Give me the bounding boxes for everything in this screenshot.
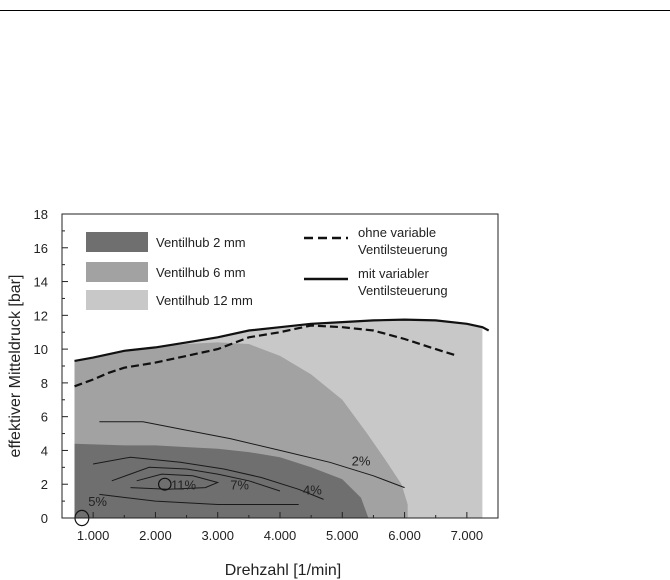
legend-line-label-0-b: Ventilsteuerung (358, 242, 448, 257)
contour-line-4 (99, 493, 299, 505)
contour-line-1 (93, 456, 324, 500)
legend-line-label-1-a: mit variabler (358, 266, 429, 281)
marker-ellipse-0 (158, 477, 172, 491)
axes: 1.000 2.000 3.000 4.000 5.000 6.000 7.000 0 2 4 6 8… (34, 207, 484, 543)
x-tick-label-2: 3.000 (201, 528, 234, 543)
contour-label-1: 4% (303, 482, 322, 497)
x-tick-label-4: 5.000 (326, 528, 359, 543)
x-tick-label-6: 7.000 (451, 528, 484, 543)
contour-label-3: 11% (171, 477, 196, 492)
y-axis-title: effektiver Mitteldruck [bar] (7, 275, 24, 458)
legend: Ventilhub 2 mm Ventilhub 6 mm Ventilhub 12… (86, 225, 448, 310)
contour-label-4: 5% (88, 494, 107, 509)
y-tick-label-4: 8 (41, 376, 48, 391)
legend-line-label-0-a: ohne variable (358, 225, 436, 240)
x-tick-label-0: 1.000 (77, 528, 110, 543)
legend-label-1: Ventilhub 6 mm (156, 265, 246, 280)
y-tick-label-7: 14 (34, 275, 48, 290)
region-2 (74, 443, 369, 518)
contour-line-2 (111, 466, 281, 492)
y-tick-label-5: 10 (34, 342, 48, 357)
legend-swatch-1 (86, 262, 148, 282)
plot-border (61, 213, 499, 519)
contour-line-0 (99, 421, 405, 489)
y-tick-label-2: 4 (41, 443, 48, 458)
legend-line-label-1-b: Ventilsteuerung (358, 283, 448, 298)
contour-lines: 2% 4% 7% 11% 5% (88, 421, 405, 509)
contour-label-0: 2% (352, 454, 371, 469)
x-tick-label-3: 4.000 (264, 528, 297, 543)
x-axis-title: Drehzahl [1/min] (225, 562, 342, 579)
y-tick-label-9: 18 (34, 207, 48, 222)
y-tick-label-6: 12 (34, 308, 48, 323)
legend-swatch-0 (86, 232, 148, 252)
series-line-0 (74, 324, 458, 388)
y-tick-label-0: 0 (41, 511, 48, 526)
series-line-1 (74, 318, 490, 362)
top-rule (0, 10, 670, 11)
x-tick-label-5: 6.000 (388, 528, 421, 543)
contour-label-2: 7% (230, 477, 249, 492)
legend-label-2: Ventilhub 12 mm (156, 293, 253, 308)
y-tick-label-3: 6 (41, 410, 48, 425)
y-tick-label-1: 2 (41, 477, 48, 492)
y-tick-label-8: 16 (34, 241, 48, 256)
legend-label-0: Ventilhub 2 mm (156, 235, 246, 250)
x-tick-label-1: 2.000 (139, 528, 172, 543)
series-lines (74, 318, 490, 388)
legend-swatch-2 (86, 290, 148, 310)
